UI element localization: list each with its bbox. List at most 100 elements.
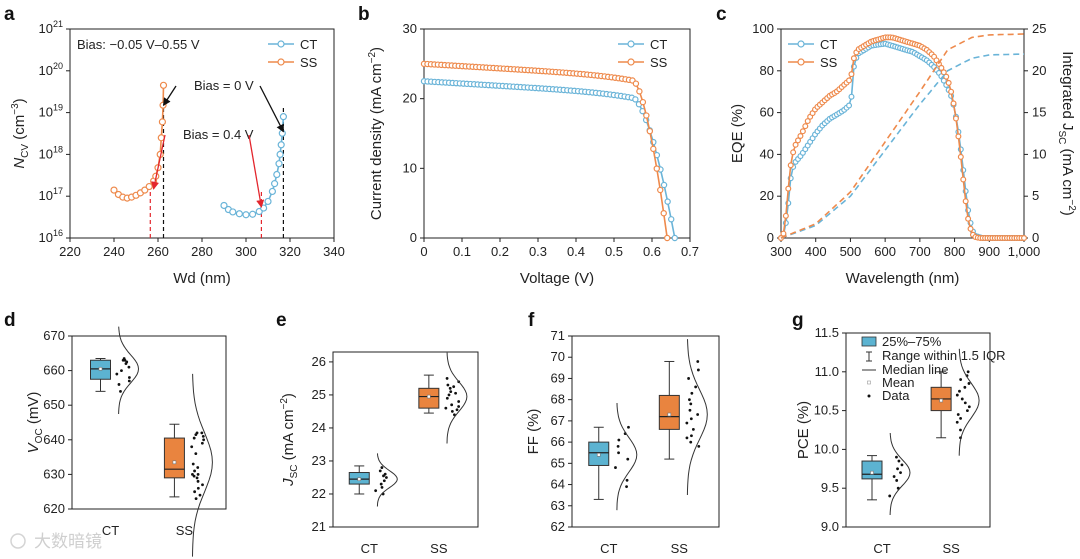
data-point-CT [277, 141, 285, 149]
data-point [457, 400, 461, 403]
distribution-curve [192, 373, 213, 557]
data-point-CT [276, 150, 284, 158]
ylabel-sup-a: −3 [10, 103, 21, 115]
data-point [380, 466, 384, 469]
data-point [194, 452, 198, 456]
y-tick-label-d: 630 [43, 466, 65, 481]
x-tick-label-a: 260 [147, 244, 169, 259]
data-point [125, 360, 129, 364]
legend-data-glyph [867, 394, 871, 398]
data-point [689, 417, 693, 421]
data-point [454, 391, 458, 395]
data-point-SS [848, 71, 855, 78]
x-tick-label-c: 700 [909, 244, 931, 259]
data-point [195, 476, 199, 480]
x-tick-label-c: 900 [978, 244, 1000, 259]
distribution-curve [376, 453, 398, 507]
y-tick-label-d: 660 [43, 363, 65, 378]
data-point [694, 385, 698, 389]
distribution-curve [118, 326, 140, 415]
y-axis-label-c-left: EQE (%) [729, 104, 746, 163]
legend-marker-SS [797, 58, 805, 66]
panel-letter-f: f [528, 310, 535, 331]
data-point-SS [950, 100, 957, 107]
iqr-box [861, 460, 883, 480]
data-point-CT [278, 129, 286, 137]
ylabel-sub-d: OC [34, 428, 45, 443]
x-tick-label-a: 340 [323, 244, 345, 259]
y-tick-label-a: 1017 [39, 186, 63, 203]
data-point-SS [632, 80, 640, 87]
data-point [691, 427, 695, 431]
panel-letter-e: e [276, 310, 287, 331]
data-point [696, 360, 700, 363]
y-tick-label-a: 1018 [39, 144, 63, 161]
x-tick-label-a: 220 [59, 244, 81, 259]
y-axis-label-c-right: Integrated JSC (mA cm−2) [1056, 51, 1077, 216]
data-point [688, 398, 691, 402]
x-tick-label-b: 0.2 [491, 244, 509, 259]
x-category-label-e: CT [361, 541, 378, 556]
y-axis-label-g: PCE (%) [795, 401, 812, 459]
data-point [963, 401, 967, 405]
data-point [382, 479, 386, 483]
data-point [955, 420, 959, 424]
data-point-SS [804, 118, 811, 125]
y-tick-label-f: 67 [551, 413, 565, 428]
annotation-label: Bias = 0 V [194, 78, 254, 93]
data-point [959, 378, 963, 381]
data-point [200, 441, 204, 445]
y-tick-label-g: 10.5 [814, 403, 839, 418]
iqr-box [658, 394, 680, 430]
legend-label-CT: CT [820, 37, 837, 52]
data-point [200, 431, 204, 435]
annotation-label: Bias = 0.4 V [183, 127, 254, 142]
data-point [193, 469, 196, 473]
data-point [895, 479, 899, 482]
y-tick-exp-a: 20 [53, 61, 63, 71]
data-point [966, 370, 970, 374]
data-point [688, 408, 692, 412]
y-tick-label-c-left: 40 [760, 146, 774, 161]
y-axis-label-a: NCV (cm−3) [10, 98, 31, 168]
data-point [899, 471, 902, 475]
data-point [892, 475, 896, 478]
axes-frame-f [571, 335, 720, 528]
legend-label-SS: SS [300, 55, 318, 70]
data-point [625, 485, 628, 489]
data-point [448, 386, 452, 390]
y-tick-label-d: 650 [43, 397, 65, 412]
data-point [696, 368, 700, 372]
data-point-CT [271, 180, 279, 188]
data-point-CT [235, 210, 243, 218]
data-point [690, 434, 693, 438]
iqr-box [163, 437, 185, 479]
y-tick-base-a: 10 [39, 230, 53, 245]
data-point [127, 379, 131, 383]
y-tick-label-c-right: 25 [1032, 21, 1046, 36]
x-tick-label-b: 0.3 [529, 244, 547, 259]
legend-label-SS: SS [650, 55, 668, 70]
mean-marker [427, 394, 431, 399]
data-point [202, 438, 206, 442]
distribution-curve [958, 348, 980, 456]
data-point [127, 365, 131, 369]
annotation-arrow [248, 134, 265, 209]
data-point [896, 467, 899, 471]
x-tick-label-a: 240 [103, 244, 125, 259]
panel-letter-g: g [792, 310, 804, 331]
panel-letter-a: a [4, 4, 15, 25]
ylabel-main-b: Current density (mA cm [368, 63, 385, 220]
x-category-label-d: CT [102, 523, 119, 538]
distribution-curve [616, 402, 638, 511]
y-tick-base-a: 10 [39, 63, 53, 78]
data-point-CT [664, 198, 671, 205]
y-tick-label-b: 10 [403, 160, 417, 175]
mean-marker [357, 477, 362, 481]
ylabel-right-close: ) [1059, 211, 1076, 216]
ylabel-sub-e: SC [289, 465, 300, 479]
data-point [696, 413, 700, 416]
data-point [127, 376, 131, 379]
data-point [955, 393, 959, 397]
